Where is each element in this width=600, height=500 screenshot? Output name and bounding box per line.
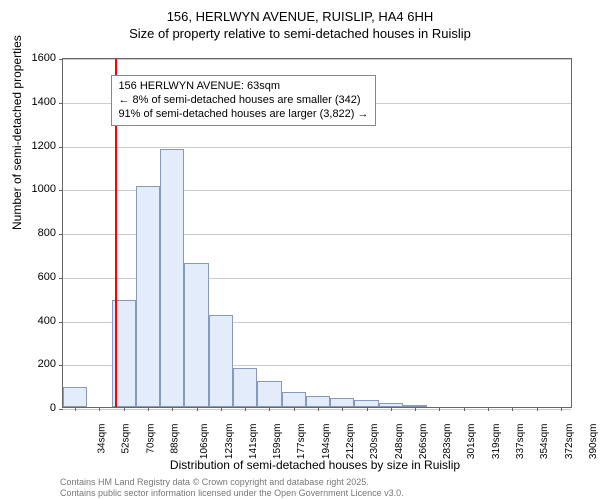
x-tick-label: 159sqm bbox=[272, 424, 283, 460]
histogram-bar bbox=[306, 396, 330, 407]
y-tick-mark bbox=[59, 59, 63, 60]
y-tick-mark bbox=[59, 322, 63, 323]
x-tick-mark bbox=[537, 407, 538, 411]
y-tick-mark bbox=[59, 103, 63, 104]
x-tick-mark bbox=[561, 407, 562, 411]
x-tick-label: 88sqm bbox=[170, 424, 181, 454]
y-tick-mark bbox=[59, 365, 63, 366]
y-tick-mark bbox=[59, 278, 63, 279]
histogram-bar bbox=[257, 381, 281, 407]
footer-line2: Contains public sector information licen… bbox=[60, 488, 404, 499]
annotation-line: ← 8% of semi-detached houses are smaller… bbox=[118, 93, 368, 107]
x-tick-label: 390sqm bbox=[588, 424, 599, 460]
x-tick-label: 301sqm bbox=[467, 424, 478, 460]
y-tick-mark bbox=[59, 190, 63, 191]
histogram-bar bbox=[209, 315, 233, 407]
x-tick-mark bbox=[99, 407, 100, 411]
gridline bbox=[63, 409, 571, 410]
plot-box: 156 HERLWYN AVENUE: 63sqm← 8% of semi-de… bbox=[62, 58, 572, 408]
x-tick-mark bbox=[367, 407, 368, 411]
y-tick-label: 800 bbox=[16, 227, 56, 239]
y-tick-label: 200 bbox=[16, 358, 56, 370]
x-tick-mark bbox=[221, 407, 222, 411]
x-tick-label: 106sqm bbox=[199, 424, 210, 460]
x-tick-label: 52sqm bbox=[121, 424, 132, 454]
x-tick-mark bbox=[318, 407, 319, 411]
histogram-bar bbox=[136, 186, 160, 407]
x-tick-mark bbox=[197, 407, 198, 411]
plot-area: 156 HERLWYN AVENUE: 63sqm← 8% of semi-de… bbox=[62, 58, 572, 408]
footer-line1: Contains HM Land Registry data © Crown c… bbox=[60, 477, 404, 488]
x-tick-label: 372sqm bbox=[564, 424, 575, 460]
y-tick-label: 400 bbox=[16, 315, 56, 327]
x-tick-label: 337sqm bbox=[515, 424, 526, 460]
x-tick-label: 141sqm bbox=[248, 424, 259, 460]
x-tick-mark bbox=[439, 407, 440, 411]
x-tick-mark bbox=[124, 407, 125, 411]
x-tick-mark bbox=[512, 407, 513, 411]
annotation-line: 156 HERLWYN AVENUE: 63sqm bbox=[118, 79, 368, 93]
y-tick-label: 1400 bbox=[16, 96, 56, 108]
x-tick-mark bbox=[415, 407, 416, 411]
x-tick-label: 194sqm bbox=[321, 424, 332, 460]
gridline bbox=[63, 147, 571, 148]
histogram-bar bbox=[233, 368, 257, 407]
x-tick-mark bbox=[342, 407, 343, 411]
x-tick-label: 123sqm bbox=[224, 424, 235, 460]
x-tick-label: 266sqm bbox=[418, 424, 429, 460]
x-tick-label: 283sqm bbox=[442, 424, 453, 460]
x-tick-label: 70sqm bbox=[145, 424, 156, 454]
y-tick-mark bbox=[59, 147, 63, 148]
x-tick-mark bbox=[464, 407, 465, 411]
x-tick-mark bbox=[148, 407, 149, 411]
x-tick-mark bbox=[172, 407, 173, 411]
y-axis-label: Number of semi-detached properties bbox=[10, 35, 24, 230]
histogram-bar bbox=[63, 387, 87, 407]
y-tick-mark bbox=[59, 409, 63, 410]
x-tick-label: 177sqm bbox=[297, 424, 308, 460]
y-tick-label: 1600 bbox=[16, 52, 56, 64]
x-axis-label: Distribution of semi-detached houses by … bbox=[60, 458, 570, 472]
y-tick-mark bbox=[59, 234, 63, 235]
y-tick-label: 0 bbox=[16, 402, 56, 414]
gridline bbox=[63, 59, 571, 60]
y-tick-label: 1200 bbox=[16, 140, 56, 152]
histogram-bar bbox=[282, 392, 306, 407]
x-tick-mark bbox=[294, 407, 295, 411]
x-tick-label: 354sqm bbox=[539, 424, 550, 460]
chart-title-line1: 156, HERLWYN AVENUE, RUISLIP, HA4 6HH bbox=[0, 0, 600, 26]
histogram-bar bbox=[160, 149, 184, 407]
chart-title-line2: Size of property relative to semi-detach… bbox=[0, 26, 600, 47]
x-tick-label: 319sqm bbox=[491, 424, 502, 460]
chart-container: 156, HERLWYN AVENUE, RUISLIP, HA4 6HH Si… bbox=[0, 0, 600, 500]
x-tick-mark bbox=[75, 407, 76, 411]
x-tick-label: 212sqm bbox=[345, 424, 356, 460]
y-tick-label: 600 bbox=[16, 271, 56, 283]
footer-attribution: Contains HM Land Registry data © Crown c… bbox=[60, 477, 404, 500]
x-tick-mark bbox=[245, 407, 246, 411]
histogram-bar bbox=[330, 398, 354, 407]
annotation-box: 156 HERLWYN AVENUE: 63sqm← 8% of semi-de… bbox=[111, 75, 375, 126]
annotation-line: 91% of semi-detached houses are larger (… bbox=[118, 107, 368, 121]
x-tick-mark bbox=[488, 407, 489, 411]
x-tick-label: 230sqm bbox=[369, 424, 380, 460]
x-tick-mark bbox=[269, 407, 270, 411]
x-tick-mark bbox=[391, 407, 392, 411]
x-tick-label: 248sqm bbox=[394, 424, 405, 460]
y-tick-label: 1000 bbox=[16, 183, 56, 195]
histogram-bar bbox=[184, 263, 208, 407]
x-tick-label: 34sqm bbox=[97, 424, 108, 454]
